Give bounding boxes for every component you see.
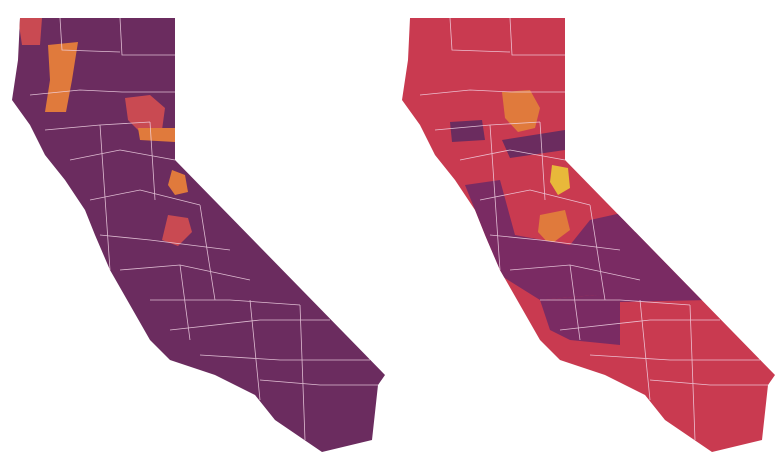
right-map [402, 18, 775, 452]
county [450, 120, 485, 142]
county [162, 215, 192, 246]
county [168, 170, 188, 195]
county [502, 90, 540, 132]
county [465, 180, 710, 302]
county [502, 130, 565, 158]
county-lines [29, 18, 378, 441]
county [540, 295, 620, 345]
county-lines [419, 18, 768, 441]
county [138, 128, 175, 142]
left-map [12, 18, 385, 452]
county [462, 215, 472, 240]
county [18, 18, 42, 45]
county [538, 210, 570, 245]
county [550, 165, 570, 195]
county [45, 42, 78, 112]
